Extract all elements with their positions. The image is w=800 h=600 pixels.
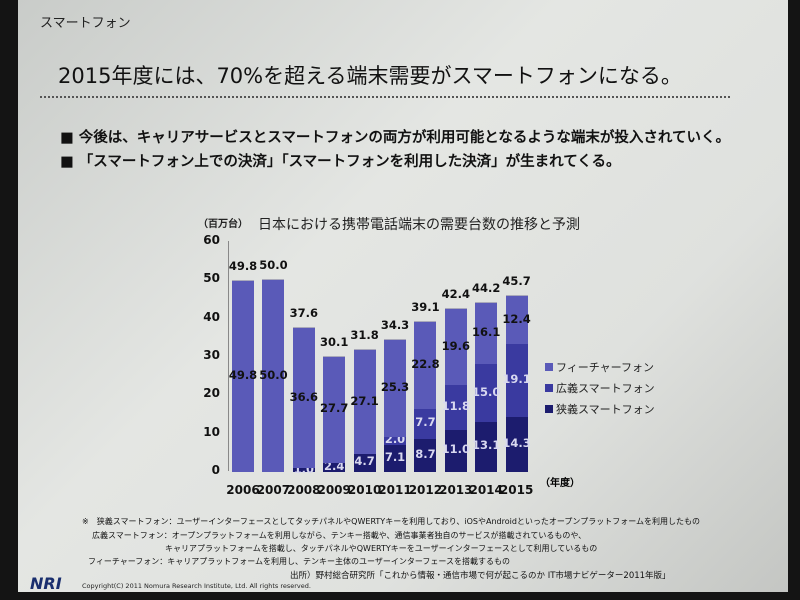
x-tick-label: 2012 — [408, 483, 443, 497]
legend-swatch — [545, 405, 553, 413]
divider — [40, 96, 730, 98]
y-tick-label: 30 — [203, 348, 220, 362]
total-label: 45.7 — [502, 274, 531, 289]
total-label: 31.8 — [350, 328, 379, 343]
data-label: 11.8 — [441, 398, 470, 413]
y-tick-label: 20 — [203, 386, 220, 401]
x-tick-label: 2011 — [378, 483, 412, 497]
bar-segment — [323, 355, 346, 463]
data-label: 7.1 — [384, 449, 406, 464]
data-label: 12.4 — [502, 311, 531, 326]
legend-label: 狭義スマートフォン — [556, 403, 655, 416]
x-tick-label: 2010 — [347, 483, 382, 497]
legend-label: フィーチャーフォン — [556, 361, 655, 374]
note-4: フィーチャーフォン：キャリアプラットフォームを利用し、テンキー主体のユーザーイン… — [88, 557, 510, 566]
data-label: 7.7 — [415, 415, 436, 430]
chart-title: 日本における携帯電話端末の需要台数の推移と予測 — [258, 217, 580, 233]
bullet-text: 「スマートフォン上での決済」「スマートフォンを利用した決済」が生まれてくる。 — [78, 154, 621, 170]
x-tick-label: 2006 — [226, 483, 260, 497]
data-label: 49.8 — [228, 368, 258, 383]
total-label: 39.1 — [411, 299, 440, 314]
data-label: 14.3 — [502, 436, 531, 451]
data-label: 50.0 — [259, 367, 288, 382]
data-label: 11.0 — [441, 442, 470, 457]
y-axis-line — [228, 241, 229, 471]
bullet-text: 今後は、キャリアサービスとスマートフォンの両方が利用可能となるような端末が投入さ… — [78, 130, 730, 146]
bar-segment — [262, 279, 285, 472]
total-label: 30.1 — [320, 334, 349, 349]
y-axis-unit: （百万台） — [198, 219, 248, 230]
data-label: 4.7 — [354, 454, 375, 469]
x-tick-label: 2014 — [469, 483, 503, 497]
total-label: 44.2 — [472, 280, 501, 295]
x-tick-label: 2007 — [256, 483, 291, 497]
y-tick-label: 0 — [211, 463, 220, 477]
data-label: 16.1 — [472, 324, 501, 339]
headline: 2015年度には、70%を超える端末需要がスマートフォンになる。 — [58, 64, 682, 88]
note-2: 広義スマートフォン：オープンプラットフォームを利用しながら、テンキー搭載や、通信… — [92, 531, 587, 540]
data-label: 22.8 — [411, 356, 440, 371]
x-tick-label: 2013 — [439, 483, 473, 497]
total-label: 50.0 — [259, 258, 288, 273]
data-label: 13.1 — [472, 438, 501, 453]
data-label: 25.3 — [380, 380, 410, 395]
x-tick-label: 2015 — [499, 483, 534, 497]
bar-segment — [414, 320, 437, 410]
legend-swatch — [545, 384, 553, 392]
y-tick-label: 60 — [203, 233, 220, 247]
total-label: 49.8 — [228, 259, 258, 274]
bullet-2: ■ 「スマートフォン上での決済」「スマートフォンを利用した決済」が生まれてくる。 — [60, 154, 621, 170]
data-label: 19.6 — [441, 338, 470, 353]
note-3: キャリアプラットフォームを搭載し、タッチパネルやQWERTYキーをユーザーインタ… — [165, 544, 598, 553]
bar-segment — [353, 349, 376, 454]
data-label: 15.0 — [472, 384, 501, 399]
data-label: 27.7 — [320, 401, 349, 416]
bullet-1: ■ 今後は、キャリアサービスとスマートフォンの両方が利用可能となるような端末が投… — [60, 130, 730, 146]
bar-segment — [384, 339, 406, 438]
slide — [18, 0, 788, 592]
legend-item: 狭義スマートフォン — [545, 401, 655, 417]
y-tick-label: 10 — [203, 424, 220, 439]
x-axis-unit: （年度） — [540, 478, 580, 489]
total-label: 34.3 — [380, 318, 410, 333]
y-tick-label: 50 — [203, 271, 220, 286]
source: 出所）野村総合研究所「これから情報・通信市場で何が起こるのか IT市場ナビゲータ… — [290, 571, 671, 581]
legend-swatch — [545, 363, 553, 371]
data-label: 27.1 — [350, 393, 379, 408]
bar-segment — [232, 280, 254, 472]
bar-segment — [292, 326, 315, 469]
total-label: 37.6 — [289, 305, 318, 320]
legend-item: 広義スマートフォン — [545, 380, 655, 396]
bar-segment — [444, 308, 467, 385]
y-tick-label: 40 — [203, 309, 220, 324]
data-label: 36.6 — [289, 389, 318, 404]
legend-item: フィーチャーフォン — [545, 359, 654, 375]
x-tick-label: 2009 — [317, 483, 351, 497]
note-1: ※ 狭義スマートフォン：ユーザーインターフェースとしてタッチパネルやQWERTY… — [82, 517, 700, 526]
data-label: 8.7 — [415, 446, 436, 461]
data-label: 19.1 — [502, 372, 531, 387]
total-label: 42.4 — [441, 287, 470, 302]
section-title: スマートフォン — [40, 16, 131, 31]
bar-segment — [505, 295, 528, 344]
nri-logo: NRI — [30, 574, 62, 593]
bar-segment — [475, 301, 498, 365]
legend-label: 広義スマートフォン — [556, 382, 655, 395]
x-tick-label: 2008 — [287, 483, 321, 497]
copyright: Copyright(C) 2011 Nomura Research Instit… — [82, 582, 311, 590]
